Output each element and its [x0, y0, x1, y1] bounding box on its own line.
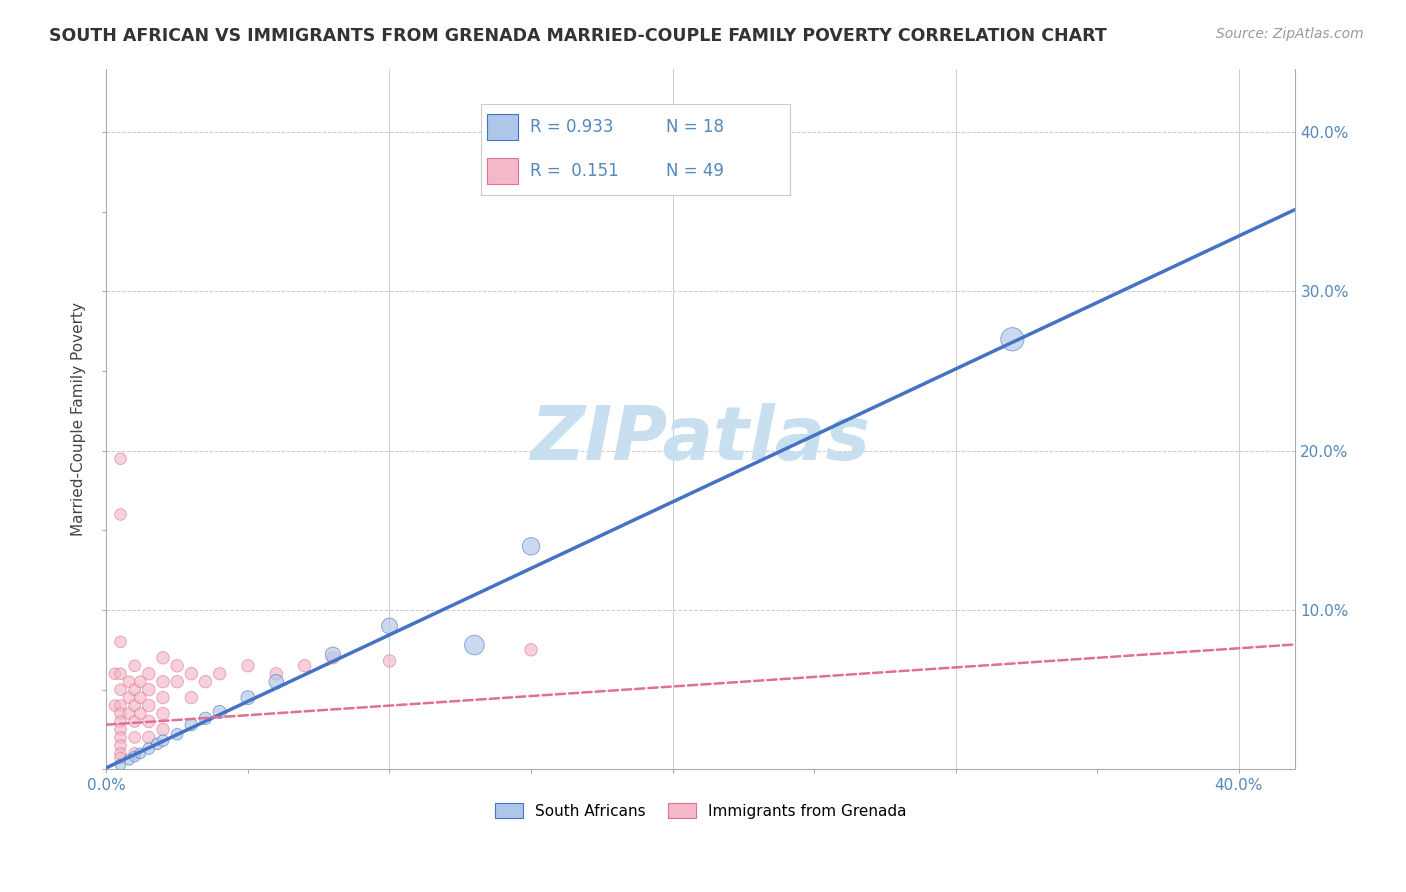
Point: [152, 650, 174, 665]
Point: [138, 731, 160, 745]
Point: [264, 666, 287, 681]
Point: [378, 654, 401, 668]
Point: [138, 714, 160, 729]
Point: [463, 638, 485, 652]
Point: [236, 690, 259, 705]
Point: [129, 690, 152, 705]
Point: [110, 682, 132, 697]
Point: [264, 674, 287, 689]
Point: [110, 757, 132, 772]
Point: [124, 714, 146, 729]
Point: [118, 690, 141, 705]
Point: [152, 706, 174, 721]
Point: [208, 705, 231, 719]
Point: [104, 666, 127, 681]
Point: [146, 737, 169, 751]
Point: [110, 666, 132, 681]
Point: [166, 658, 188, 673]
Point: [104, 698, 127, 713]
Legend: South Africans, Immigrants from Grenada: South Africans, Immigrants from Grenada: [489, 797, 912, 825]
Point: [236, 658, 259, 673]
Point: [194, 674, 217, 689]
Point: [322, 650, 344, 665]
Point: [138, 666, 160, 681]
Point: [110, 723, 132, 737]
Point: [110, 451, 132, 466]
Point: [110, 706, 132, 721]
Point: [110, 731, 132, 745]
Point: [124, 749, 146, 764]
Point: [129, 747, 152, 761]
Point: [138, 682, 160, 697]
Point: [110, 635, 132, 649]
Point: [124, 658, 146, 673]
Point: [138, 698, 160, 713]
Point: [129, 706, 152, 721]
Point: [110, 739, 132, 753]
Point: [166, 727, 188, 741]
Point: [118, 706, 141, 721]
Point: [180, 717, 202, 731]
Point: [110, 714, 132, 729]
Point: [152, 733, 174, 747]
Point: [124, 682, 146, 697]
Point: [152, 723, 174, 737]
Point: [152, 674, 174, 689]
Point: [138, 741, 160, 756]
Text: SOUTH AFRICAN VS IMMIGRANTS FROM GRENADA MARRIED-COUPLE FAMILY POVERTY CORRELATI: SOUTH AFRICAN VS IMMIGRANTS FROM GRENADA…: [49, 27, 1107, 45]
Point: [378, 619, 401, 633]
Point: [110, 747, 132, 761]
Point: [208, 666, 231, 681]
Text: Source: ZipAtlas.com: Source: ZipAtlas.com: [1216, 27, 1364, 41]
Y-axis label: Married-Couple Family Poverty: Married-Couple Family Poverty: [72, 301, 86, 536]
Point: [124, 698, 146, 713]
Point: [118, 674, 141, 689]
Point: [124, 747, 146, 761]
Point: [129, 674, 152, 689]
Point: [180, 690, 202, 705]
Point: [110, 751, 132, 765]
Point: [194, 711, 217, 725]
Point: [152, 690, 174, 705]
Point: [1001, 332, 1024, 346]
Point: [166, 674, 188, 689]
Point: [520, 643, 543, 657]
Point: [118, 753, 141, 767]
Point: [124, 731, 146, 745]
Text: ZIPatlas: ZIPatlas: [531, 403, 870, 476]
Point: [294, 658, 316, 673]
Point: [110, 508, 132, 522]
Point: [110, 698, 132, 713]
Point: [322, 648, 344, 662]
Point: [180, 666, 202, 681]
Point: [520, 539, 543, 553]
